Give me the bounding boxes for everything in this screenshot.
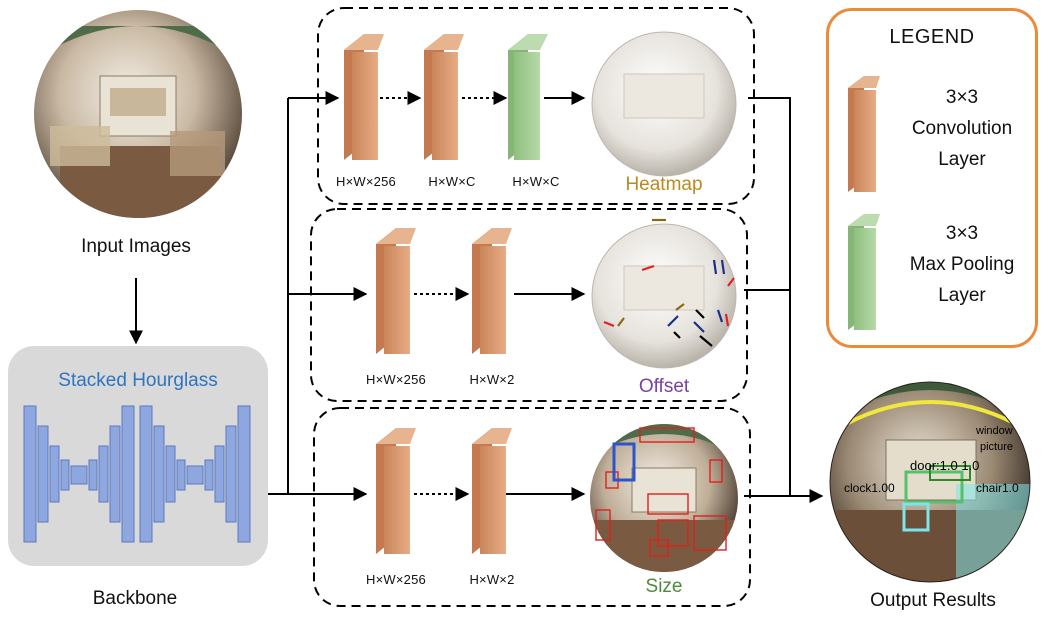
- legend-pool-layer: Layer: [938, 285, 986, 306]
- output-image: door:1.0 1.0 clock1.00 window picture ch…: [829, 381, 1031, 583]
- size-dim-1: H×W×256: [366, 572, 426, 587]
- legend-title: LEGEND: [889, 26, 975, 48]
- output-results-label: Output Results: [870, 590, 996, 611]
- legend-conv-layer: Layer: [938, 149, 986, 170]
- output-detection-label-door: door:1.0 1.0: [910, 458, 979, 473]
- legend-pool-label: 3×3 Max Pooling Layer: [892, 218, 1032, 311]
- heatmap-label: Heatmap: [625, 174, 703, 195]
- offset-image: [591, 218, 737, 369]
- output-detection-label-chair: chair1.0: [976, 481, 1019, 495]
- output-detection-label-clock: clock1.00: [844, 481, 895, 495]
- legend-conv-icon: [848, 76, 880, 192]
- offset-dim-2: H×W×2: [469, 372, 515, 387]
- offset-conv-block-1: [376, 228, 416, 354]
- offset-conv-block-2: [472, 228, 512, 354]
- heatmap-dim-1: H×W×256: [336, 174, 396, 189]
- heatmap-branch-box: [317, 7, 755, 205]
- hourglass-icon: [23, 405, 251, 543]
- backbone-label: Backbone: [92, 588, 178, 609]
- size-label: Size: [645, 576, 683, 597]
- size-conv-block-1: [376, 428, 416, 554]
- size-branch-box: [313, 407, 751, 607]
- legend-conv-name: Convolution: [911, 118, 1013, 139]
- legend-conv-size: 3×3: [945, 87, 979, 108]
- heatmap-dim-2: H×W×C: [428, 174, 476, 189]
- heatmap-dim-3: H×W×C: [512, 174, 560, 189]
- legend-box: [826, 8, 1038, 348]
- heatmap-conv-block-2: [424, 34, 464, 160]
- offset-branch-box: [310, 208, 748, 402]
- input-images-label: Input Images: [81, 236, 191, 257]
- legend-conv-label: 3×3 Convolution Layer: [892, 82, 1032, 175]
- input-image: [34, 10, 242, 218]
- legend-pool-name: Max Pooling: [909, 254, 1015, 275]
- offset-label: Offset: [638, 376, 690, 397]
- heatmap-pool-block: [508, 34, 548, 160]
- legend-pool-icon: [848, 214, 880, 330]
- heatmap-image: [591, 31, 737, 177]
- size-dim-2: H×W×2: [469, 572, 515, 587]
- stacked-hourglass-title: Stacked Hourglass: [58, 370, 218, 391]
- offset-dim-1: H×W×256: [366, 372, 426, 387]
- output-detection-label-picture: picture: [980, 441, 1013, 453]
- output-detection-label-window: window: [975, 425, 1013, 437]
- size-conv-block-2: [472, 428, 512, 554]
- legend-pool-size: 3×3: [945, 223, 979, 244]
- heatmap-conv-block-1: [344, 34, 384, 160]
- size-image: [590, 424, 738, 572]
